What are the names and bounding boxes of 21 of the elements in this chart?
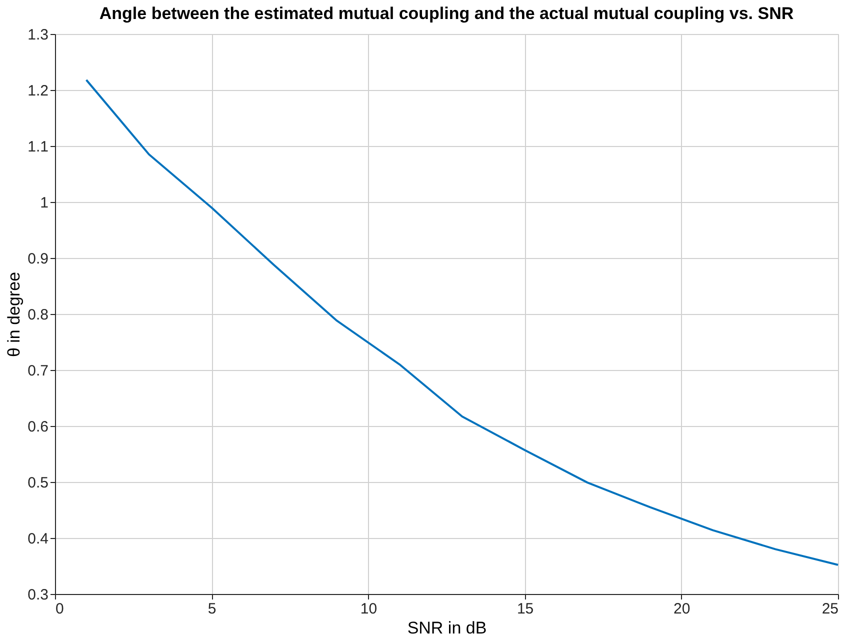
y-axis-title: θ in degree [4, 272, 24, 358]
line-series [85, 78, 839, 566]
x-tick-label: 0 [56, 600, 64, 618]
y-tick-label: 0.8 [28, 306, 48, 324]
y-tick-label: 1 [40, 194, 48, 212]
y-tick-label: 0.4 [28, 530, 48, 548]
x-tick-label: 15 [516, 600, 534, 618]
x-tick-label: 25 [822, 600, 838, 618]
x-tick-label: 10 [360, 600, 378, 618]
y-tick-label: 0.6 [28, 418, 48, 436]
x-axis-title: SNR in dB [407, 618, 487, 638]
y-tick-label: 0.5 [28, 474, 48, 492]
y-tick-label: 0.9 [28, 250, 48, 268]
x-tick-label: 20 [674, 600, 690, 618]
y-tick-label: 0.7 [28, 362, 48, 380]
y-tick-label: 0.3 [28, 586, 48, 604]
chart-title: Angle between the estimated mutual coupling and the actual mutual coupling vs. SNR [99, 4, 794, 23]
x-tick-label: 5 [208, 600, 216, 618]
y-tick-label: 1.3 [28, 26, 48, 44]
y-tick-label: 1.1 [28, 138, 48, 156]
y-tick-label: 1.2 [28, 82, 48, 100]
